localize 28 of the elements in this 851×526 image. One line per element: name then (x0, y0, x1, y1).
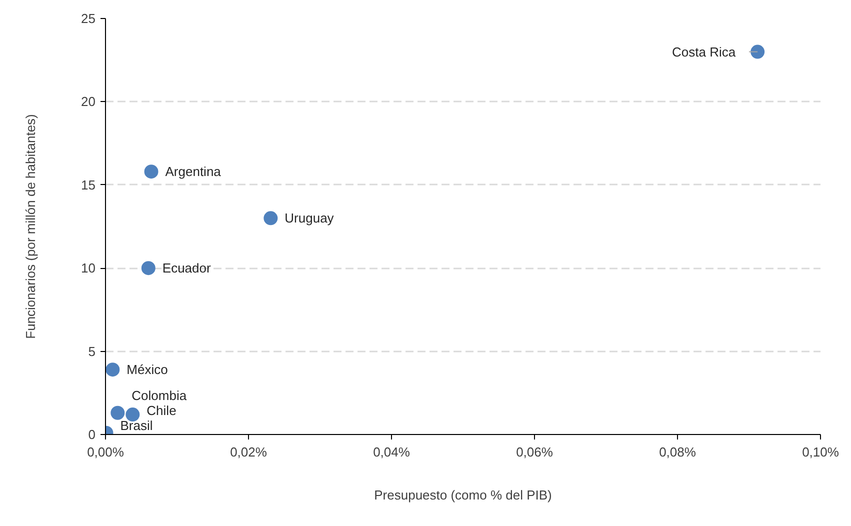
y-tick-label: 5 (88, 344, 96, 359)
point (110, 406, 125, 420)
y-tick-label: 20 (81, 94, 96, 110)
annotation: Chile (146, 403, 176, 418)
annotation: Argentina (165, 164, 222, 180)
y-axis-title: Funcionarios (por millón de habitantes) (23, 114, 38, 339)
x-tick-label: 0,02% (230, 444, 268, 460)
x-tick-label: 0,04% (373, 444, 410, 460)
y-tick-label: 0 (88, 427, 96, 442)
x-tick-label: 0,00% (87, 444, 124, 460)
y-tick-label: 25 (81, 11, 96, 26)
point (264, 211, 278, 226)
x-tick-label: 0,06% (516, 444, 554, 460)
x-tick-label: 0,08% (659, 444, 696, 460)
x-axis-title: Presupuesto (como % del PIB) (374, 488, 552, 502)
y-tick-label: 15 (81, 177, 96, 192)
annotation: Uruguay (284, 210, 334, 226)
x-tick-label: 0,10% (802, 444, 840, 460)
annotation: Brasil (120, 418, 153, 433)
annotation: Costa Rica (672, 44, 736, 60)
annotation: México (126, 362, 168, 378)
point (106, 362, 120, 377)
annotation: Colombia (132, 388, 188, 403)
y-tick-label: 10 (81, 260, 96, 276)
point (141, 261, 156, 276)
annotation: Ecuador (162, 260, 212, 276)
point (144, 164, 158, 179)
point (750, 44, 765, 59)
